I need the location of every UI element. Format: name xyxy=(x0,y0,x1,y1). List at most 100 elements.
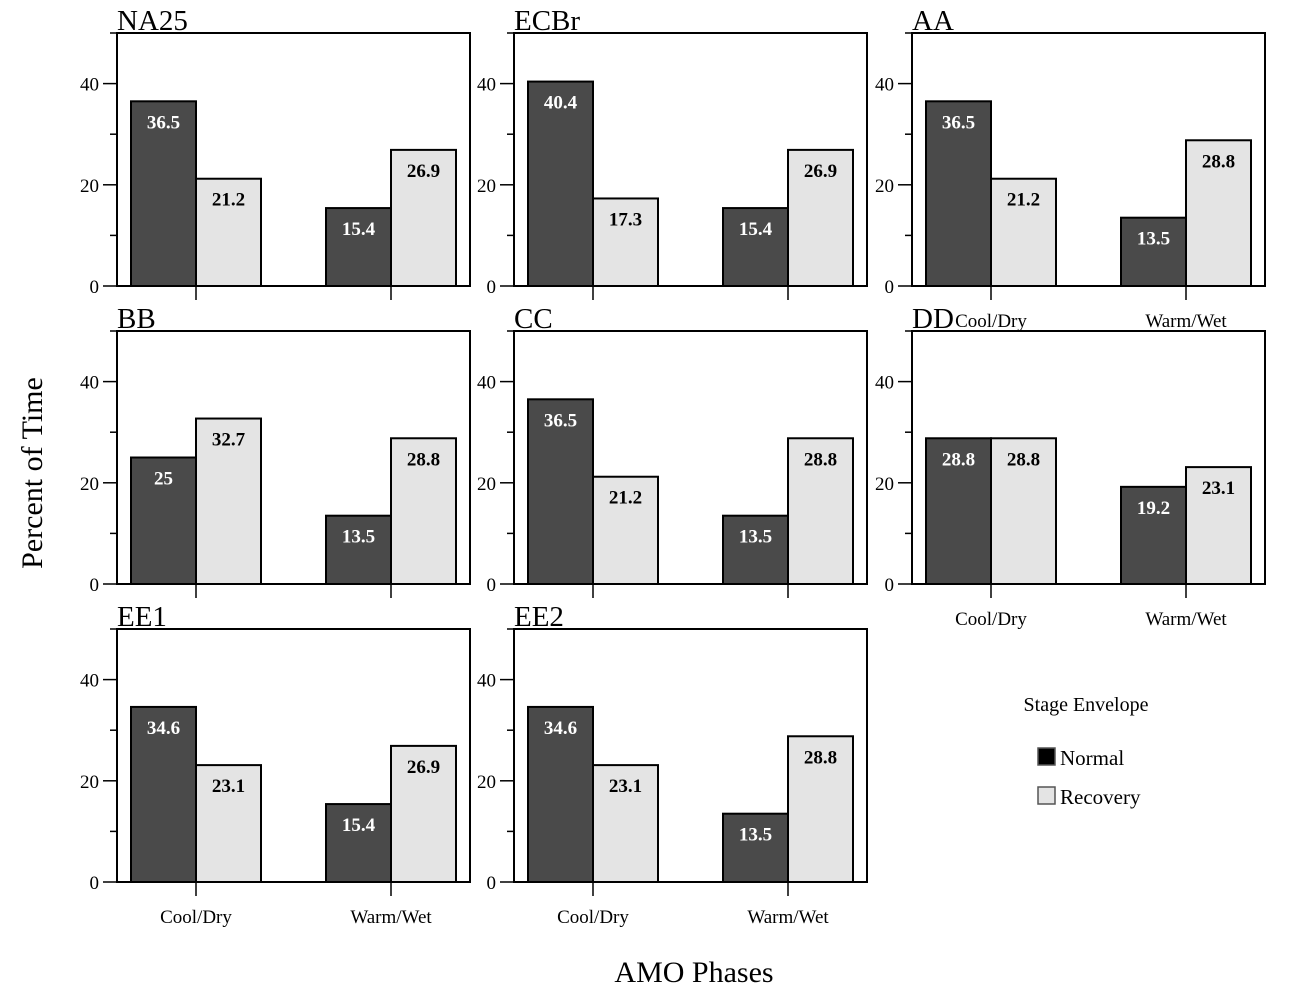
y-tick-label: 0 xyxy=(487,873,497,894)
y-tick-label: 0 xyxy=(90,873,100,894)
legend-label-recovery: Recovery xyxy=(1060,785,1141,809)
y-tick-label: 0 xyxy=(487,277,497,298)
bar-value-label: 15.4 xyxy=(342,219,376,240)
bar-normal xyxy=(1120,216,1187,287)
panel-ecbr: ECBr 0 20 40 40.4 17.3 15.4 26.9 xyxy=(477,5,868,300)
bar-value-label: 21.2 xyxy=(1007,190,1040,211)
bar-recovery xyxy=(592,475,659,585)
bar-normal xyxy=(130,456,197,585)
bar-value-label: 23.1 xyxy=(212,776,245,797)
y-tick-label: 20 xyxy=(80,474,99,495)
y-tick-label: 20 xyxy=(477,474,496,495)
y-tick-label: 40 xyxy=(477,671,496,692)
panel-bb: BB 0 20 40 25 32.7 13.5 28.8 xyxy=(80,303,471,598)
panel-frame xyxy=(116,32,471,287)
panel-title: CC xyxy=(514,303,553,335)
x-tick-label: Warm/Wet xyxy=(1145,609,1227,630)
bar-normal xyxy=(527,705,594,884)
panel-frame xyxy=(911,32,1266,287)
x-tick-label: Cool/Dry xyxy=(557,907,629,928)
y-tick-label: 40 xyxy=(80,373,99,394)
bar-recovery xyxy=(195,177,262,287)
bar-normal xyxy=(325,207,392,288)
bar-value-label: 15.4 xyxy=(342,815,376,836)
bar-value-label: 28.8 xyxy=(804,449,837,470)
x-tick-label: Cool/Dry xyxy=(955,609,1027,630)
panel-title: BB xyxy=(117,303,156,335)
y-tick-label: 20 xyxy=(875,474,894,495)
bar-recovery xyxy=(990,177,1057,287)
bar-value-label: 28.8 xyxy=(1007,449,1040,470)
bar-value-label: 36.5 xyxy=(942,112,975,133)
y-tick-label: 40 xyxy=(875,373,894,394)
y-tick-label: 20 xyxy=(477,176,496,197)
bar-value-label: 32.7 xyxy=(212,430,246,451)
y-tick-label: 0 xyxy=(885,575,895,596)
y-tick-label: 20 xyxy=(80,176,99,197)
bar-normal xyxy=(722,207,789,288)
x-tick-label: Warm/Wet xyxy=(350,907,432,928)
bar-recovery xyxy=(1185,139,1252,287)
bar-normal xyxy=(722,514,789,585)
bar-normal xyxy=(527,398,594,585)
y-tick-label: 40 xyxy=(477,75,496,96)
y-tick-label: 40 xyxy=(477,373,496,394)
bar-value-label: 17.3 xyxy=(609,209,642,230)
legend: Stage Envelope Normal Recovery xyxy=(1024,694,1149,809)
bar-value-label: 19.2 xyxy=(1137,498,1170,519)
panel-frame xyxy=(116,330,471,585)
x-tick-label: Cool/Dry xyxy=(160,907,232,928)
panels-group: NA25 0 20 40 36.5 21.2 15.4 26.9 ECBr 0 20 40 40.4 17… xyxy=(80,5,1266,928)
bar-value-label: 15.4 xyxy=(739,219,773,240)
bar-value-label: 21.2 xyxy=(212,190,245,211)
panel-frame xyxy=(513,330,868,585)
panel-ee1: EE1 0 20 40 Cool/Dry 34.6 23.1 Warm/Wet 15.4 26.9 xyxy=(80,601,471,928)
panel-title: NA25 xyxy=(117,5,188,37)
bar-value-label: 28.8 xyxy=(1202,151,1235,172)
panel-cc: CC 0 20 40 36.5 21.2 13.5 28.8 xyxy=(477,303,868,598)
y-tick-label: 20 xyxy=(477,772,496,793)
y-tick-label: 20 xyxy=(875,176,894,197)
bar-recovery xyxy=(990,437,1057,585)
bar-value-label: 25 xyxy=(154,469,173,490)
bar-recovery xyxy=(592,197,659,288)
bar-value-label: 13.5 xyxy=(1137,229,1170,250)
bar-recovery xyxy=(390,148,457,287)
y-tick-label: 0 xyxy=(487,575,497,596)
y-axis-title: Percent of Time xyxy=(16,377,49,569)
y-tick-label: 0 xyxy=(90,575,100,596)
bar-value-label: 28.8 xyxy=(804,747,837,768)
bar-value-label: 28.8 xyxy=(942,449,975,470)
bar-normal xyxy=(325,514,392,585)
panel-frame xyxy=(116,628,471,883)
bar-normal xyxy=(130,705,197,884)
x-axis-title: AMO Phases xyxy=(614,956,773,989)
bar-value-label: 13.5 xyxy=(342,527,375,548)
bar-normal xyxy=(130,100,197,287)
bar-recovery xyxy=(1185,466,1252,586)
y-tick-label: 40 xyxy=(80,671,99,692)
panel-aa: AA 0 20 40 Cool/Dry 36.5 21.2 Warm/Wet 13.5 28.8 xyxy=(875,5,1266,332)
panel-title: ECBr xyxy=(514,5,580,37)
bar-value-label: 23.1 xyxy=(609,776,642,797)
legend-swatch-recovery xyxy=(1037,786,1056,805)
bar-recovery xyxy=(390,437,457,585)
panel-title: EE1 xyxy=(117,601,167,633)
bar-recovery xyxy=(390,744,457,883)
legend-swatch-normal xyxy=(1037,747,1056,766)
bar-recovery xyxy=(195,764,262,884)
panel-title: AA xyxy=(912,5,954,37)
bar-recovery xyxy=(787,735,854,883)
panel-title: DD xyxy=(912,303,954,335)
bar-value-label: 13.5 xyxy=(739,825,772,846)
bar-value-label: 23.1 xyxy=(1202,478,1235,499)
bar-value-label: 34.6 xyxy=(147,718,180,739)
panel-title: EE2 xyxy=(514,601,564,633)
bar-normal xyxy=(527,80,594,287)
y-tick-label: 0 xyxy=(885,277,895,298)
x-tick-label: Warm/Wet xyxy=(1145,311,1227,332)
panel-frame xyxy=(911,330,1266,585)
legend-label-normal: Normal xyxy=(1060,746,1124,770)
bar-recovery xyxy=(195,417,262,585)
